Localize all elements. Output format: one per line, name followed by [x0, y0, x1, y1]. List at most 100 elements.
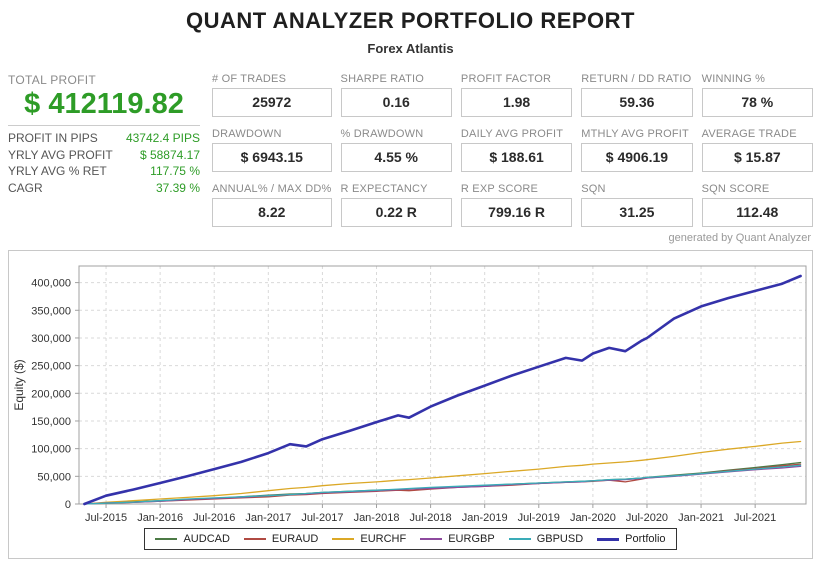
stat-value: 78 % — [701, 88, 813, 117]
cagr-row: CAGR 37.39 % — [8, 180, 200, 197]
legend-label-euraud: EURAUD — [271, 533, 319, 545]
svg-text:Jan-2016: Jan-2016 — [137, 512, 183, 524]
svg-text:100,000: 100,000 — [31, 444, 71, 456]
yrly-avg-profit-value: $ 58874.17 — [139, 147, 200, 162]
svg-text:Equity ($): Equity ($) — [12, 359, 26, 410]
yrly-avg-ret-row: YRLY AVG % RET 117.75 % — [8, 163, 200, 180]
generated-by-text: generated by Quant Analyzer — [668, 232, 811, 244]
stat-value: $ 6943.15 — [212, 143, 332, 172]
stat-value: 799.16 R — [460, 198, 573, 227]
svg-text:0: 0 — [65, 499, 71, 511]
legend-swatch-eurchf — [332, 538, 355, 540]
stat-label: SHARPE RATIO — [340, 73, 425, 85]
stat-label: ANNUAL% / MAX DD% — [212, 183, 332, 195]
page-title: QUANT ANALYZER PORTFOLIO REPORT — [186, 8, 635, 33]
svg-text:Jul-2016: Jul-2016 — [193, 512, 235, 524]
yrly-avg-ret-label: YRLY AVG % RET — [8, 164, 107, 178]
stat-value: 4.55 % — [340, 143, 452, 172]
svg-text:300,000: 300,000 — [31, 333, 71, 345]
stat-value: 8.22 — [212, 198, 332, 227]
svg-text:Jul-2017: Jul-2017 — [301, 512, 343, 524]
stat-value: $ 4906.19 — [581, 143, 693, 172]
stat-sharpe-ratio: SHARPE RATIO 0.16 — [340, 73, 452, 117]
stat-winning-pct: WINNING % 78 % — [701, 73, 813, 117]
total-profit-panel: TOTAL PROFIT $ 412119.82 PROFIT IN PIPS … — [8, 73, 212, 227]
yrly-avg-profit-label: YRLY AVG PROFIT — [8, 147, 113, 162]
legend-item-gbpusd: GBPUSD — [508, 533, 584, 545]
total-profit-label: TOTAL PROFIT — [8, 73, 97, 87]
legend-swatch-euraud — [243, 538, 266, 540]
stat-r-expectancy: R EXPECTANCY 0.22 R — [340, 183, 452, 227]
legend-item-euraud: EURAUD — [243, 533, 319, 545]
profit-pips-value: 43742.4 PIPS — [125, 131, 200, 145]
stat-value: 1.98 — [460, 88, 573, 117]
equity-curve-chart: 0 50,000 100,000 150,000 200,000 250,000 300,0… — [12, 265, 807, 524]
stat-mthly-avg-profit: MTHLY AVG PROFIT $ 4906.19 — [581, 128, 693, 172]
stat-label: SQN SCORE — [701, 183, 770, 195]
stat-value: $ 15.87 — [701, 143, 813, 172]
stat-label: WINNING % — [701, 73, 766, 85]
cagr-value: 37.39 % — [155, 180, 200, 195]
stat-value: 25972 — [212, 88, 332, 117]
svg-text:Jan-2018: Jan-2018 — [354, 512, 400, 524]
stat-num-trades: # OF TRADES 25972 — [212, 73, 332, 117]
legend-swatch-gbpusd — [508, 538, 531, 540]
legend-swatch-eurgbp — [420, 538, 443, 540]
stat-label: DAILY AVG PROFIT — [460, 128, 564, 140]
stat-value: 112.48 — [701, 198, 813, 227]
legend-item-eurchf: EURCHF — [332, 533, 406, 545]
stat-pct-drawdown: % DRAWDOWN 4.55 % — [340, 128, 452, 172]
stat-label: AVERAGE TRADE — [701, 128, 797, 140]
series-line-audcad — [83, 461, 802, 505]
svg-text:Jan-2020: Jan-2020 — [570, 512, 616, 524]
series-line-gbpusd — [83, 464, 802, 505]
stat-drawdown: DRAWDOWN $ 6943.15 — [212, 128, 332, 172]
stat-value: 0.22 R — [340, 198, 452, 227]
stats-grid: # OF TRADES 25972 SHARPE RATIO 0.16 PROF… — [212, 73, 813, 227]
svg-text:Jan-2019: Jan-2019 — [462, 512, 508, 524]
svg-text:Jul-2015: Jul-2015 — [85, 512, 127, 524]
chart-legend: AUDCAD EURAUD EURCHF EURGBP GBPUSD Portfolio — [144, 528, 677, 550]
stat-label: % DRAWDOWN — [340, 128, 424, 140]
stat-daily-avg-profit: DAILY AVG PROFIT $ 188.61 — [460, 128, 573, 172]
svg-text:Jul-2019: Jul-2019 — [518, 512, 560, 524]
svg-text:350,000: 350,000 — [31, 305, 71, 317]
stat-label: RETURN / DD RATIO — [581, 73, 692, 85]
legend-label-audcad: AUDCAD — [183, 533, 230, 545]
stat-label: R EXPECTANCY — [340, 183, 428, 195]
stat-label: MTHLY AVG PROFIT — [581, 128, 689, 140]
legend-item-portfolio: Portfolio — [597, 533, 666, 545]
legend-swatch-audcad — [155, 538, 178, 540]
stat-label: PROFIT FACTOR — [460, 73, 552, 85]
page-subtitle: Forex Atlantis — [367, 41, 454, 56]
stat-average-trade: AVERAGE TRADE $ 15.87 — [701, 128, 813, 172]
series-line-portfolio — [83, 274, 802, 506]
stat-value: $ 188.61 — [460, 143, 573, 172]
series-line-euraud — [83, 463, 802, 505]
stat-sqn: SQN 31.25 — [581, 183, 693, 227]
legend-item-eurgbp: EURGBP — [420, 533, 495, 545]
cagr-label: CAGR — [8, 180, 43, 195]
stats-section: TOTAL PROFIT $ 412119.82 PROFIT IN PIPS … — [0, 73, 821, 227]
stat-r-exp-score: R EXP SCORE 799.16 R — [460, 183, 573, 227]
legend-label-portfolio: Portfolio — [625, 533, 666, 545]
svg-text:50,000: 50,000 — [37, 471, 71, 483]
stat-sqn-score: SQN SCORE 112.48 — [701, 183, 813, 227]
svg-text:Jan-2021: Jan-2021 — [678, 512, 724, 524]
svg-text:Jul-2018: Jul-2018 — [409, 512, 451, 524]
svg-text:150,000: 150,000 — [31, 416, 71, 428]
legend-item-audcad: AUDCAD — [155, 533, 230, 545]
svg-text:Jul-2020: Jul-2020 — [626, 512, 668, 524]
legend-label-gbpusd: GBPUSD — [536, 533, 584, 545]
series-line-eurchf — [83, 440, 802, 505]
legend-label-eurgbp: EURGBP — [448, 533, 495, 545]
divider — [8, 125, 200, 126]
stat-value: 59.36 — [581, 88, 693, 117]
total-profit-value: $ 412119.82 — [24, 88, 184, 120]
profit-pips-label: PROFIT IN PIPS — [8, 131, 98, 145]
svg-text:250,000: 250,000 — [31, 361, 71, 373]
stat-label: DRAWDOWN — [212, 128, 282, 140]
stat-value: 31.25 — [581, 198, 693, 227]
svg-text:Jan-2017: Jan-2017 — [245, 512, 291, 524]
stat-value: 0.16 — [340, 88, 452, 117]
